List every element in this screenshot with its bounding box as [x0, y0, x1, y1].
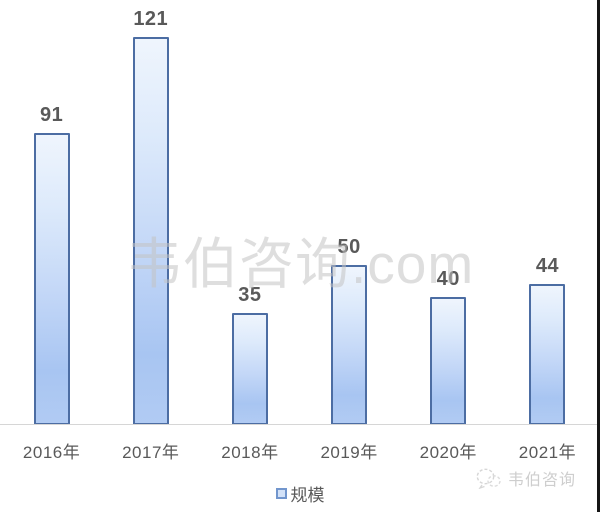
bar: [331, 265, 368, 425]
bar: [529, 284, 566, 425]
plot-area: 91 121 35 50 40 44: [2, 0, 597, 425]
x-axis-tick-label: 2018年: [221, 443, 279, 462]
bar: [430, 297, 467, 425]
x-axis-tick-label: 2019年: [320, 443, 378, 462]
footer-brand-text: 韦伯咨询: [507, 472, 576, 489]
bar: [231, 313, 268, 425]
bar-value-label: 91: [39, 104, 64, 126]
bar-value-label: 40: [436, 268, 460, 290]
bar-column: 50: [300, 0, 399, 425]
bar-value-label: 50: [337, 236, 361, 258]
bar-value-label: 121: [133, 8, 169, 30]
bar-column: 44: [498, 0, 597, 425]
wechat-logo-icon: [475, 467, 502, 489]
bar-value-label: 35: [238, 284, 262, 306]
x-axis-line: [0, 424, 597, 425]
footer-brand-watermark: 韦伯咨询: [475, 466, 576, 490]
bar: [33, 133, 70, 425]
bar-column: 35: [200, 0, 299, 425]
legend-swatch-icon: [275, 488, 287, 499]
x-axis-tick-label: 2016年: [22, 443, 81, 462]
x-axis-tick-label: 2020年: [419, 443, 477, 462]
bar-value-label: 44: [535, 255, 560, 277]
x-axis-tick-label: 2021年: [518, 443, 577, 462]
bar: [132, 37, 169, 425]
bar-column: 121: [101, 0, 200, 425]
x-axis-tick-label: 2017年: [122, 443, 180, 462]
bar-column: 91: [2, 0, 101, 425]
legend-label: 规模: [290, 486, 325, 505]
legend: 规模: [0, 481, 600, 506]
x-axis-labels: 2016年 2017年 2018年 2019年 2020年 2021年: [2, 438, 597, 463]
bar-column: 40: [399, 0, 498, 425]
right-edge-border: [597, 0, 600, 512]
